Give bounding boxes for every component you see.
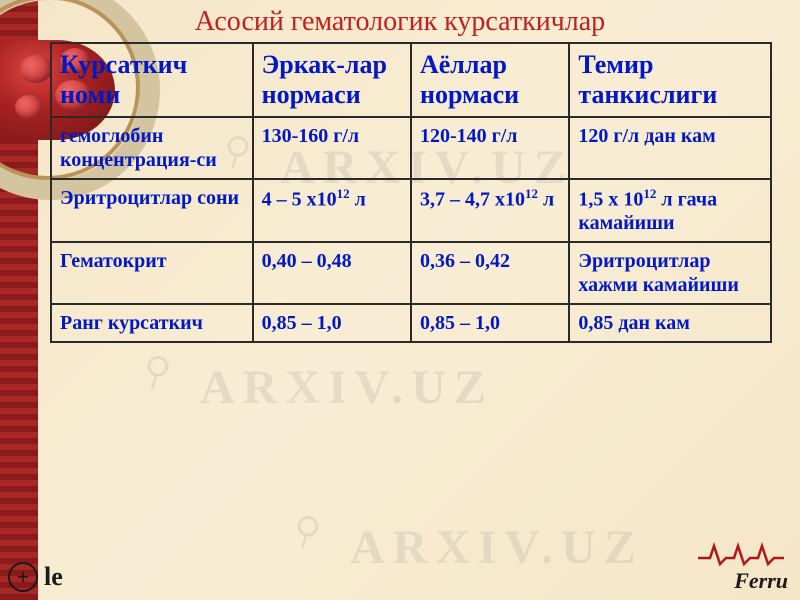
cell-deficiency: Эритроцитлар хажми камайиши: [569, 242, 771, 304]
cell-female: 0,36 – 0,42: [411, 242, 569, 304]
cell-indicator: Ранг курсаткич: [51, 304, 253, 342]
col-header-deficiency: Темир танкислиги: [569, 43, 771, 117]
ekg-line-icon: [696, 542, 786, 568]
cell-indicator: Эритроцитлар сони: [51, 179, 253, 243]
col-header-female: Аёллар нормаси: [411, 43, 569, 117]
cell-deficiency: 0,85 дан кам: [569, 304, 771, 342]
table-row: гемоглобин концентрация-си130-160 г/л120…: [51, 117, 771, 179]
watermark-text: ARXIV.UZ: [200, 360, 494, 415]
cell-female: 3,7 – 4,7 х1012 л: [411, 179, 569, 243]
cell-male: 4 – 5 х1012 л: [253, 179, 411, 243]
footer-left: + le: [8, 562, 63, 592]
cell-male: 0,85 – 1,0: [253, 304, 411, 342]
plus-circle-icon: +: [8, 562, 38, 592]
cell-male: 130-160 г/л: [253, 117, 411, 179]
cell-indicator: Гематокрит: [51, 242, 253, 304]
col-header-male: Эркак-лар нормаси: [253, 43, 411, 117]
cell-female: 0,85 – 1,0: [411, 304, 569, 342]
hematology-table: Курсаткич номи Эркак-лар нормаси Аёллар …: [50, 42, 772, 343]
cell-deficiency: 120 г/л дан кам: [569, 117, 771, 179]
table-row: Эритроцитлар сони4 – 5 х1012 л3,7 – 4,7 …: [51, 179, 771, 243]
col-header-indicator: Курсаткич номи: [51, 43, 253, 117]
page-title: Асосий гематологик курсаткичлар: [0, 0, 800, 38]
cell-male: 0,40 – 0,48: [253, 242, 411, 304]
table-row: Ранг курсаткич0,85 – 1,00,85 – 1,00,85 д…: [51, 304, 771, 342]
table-header-row: Курсаткич номи Эркак-лар нормаси Аёллар …: [51, 43, 771, 117]
footer-right-text: Ferru: [734, 568, 788, 594]
footer-left-text: le: [44, 562, 63, 592]
cell-indicator: гемоглобин концентрация-си: [51, 117, 253, 179]
cell-female: 120-140 г/л: [411, 117, 569, 179]
cell-deficiency: 1,5 х 1012 л гача камайиши: [569, 179, 771, 243]
watermark-magnifier-icon: ⌕: [275, 486, 339, 563]
table-row: Гематокрит0,40 – 0,480,36 – 0,42Эритроци…: [51, 242, 771, 304]
watermark-text: ARXIV.UZ: [350, 520, 644, 575]
